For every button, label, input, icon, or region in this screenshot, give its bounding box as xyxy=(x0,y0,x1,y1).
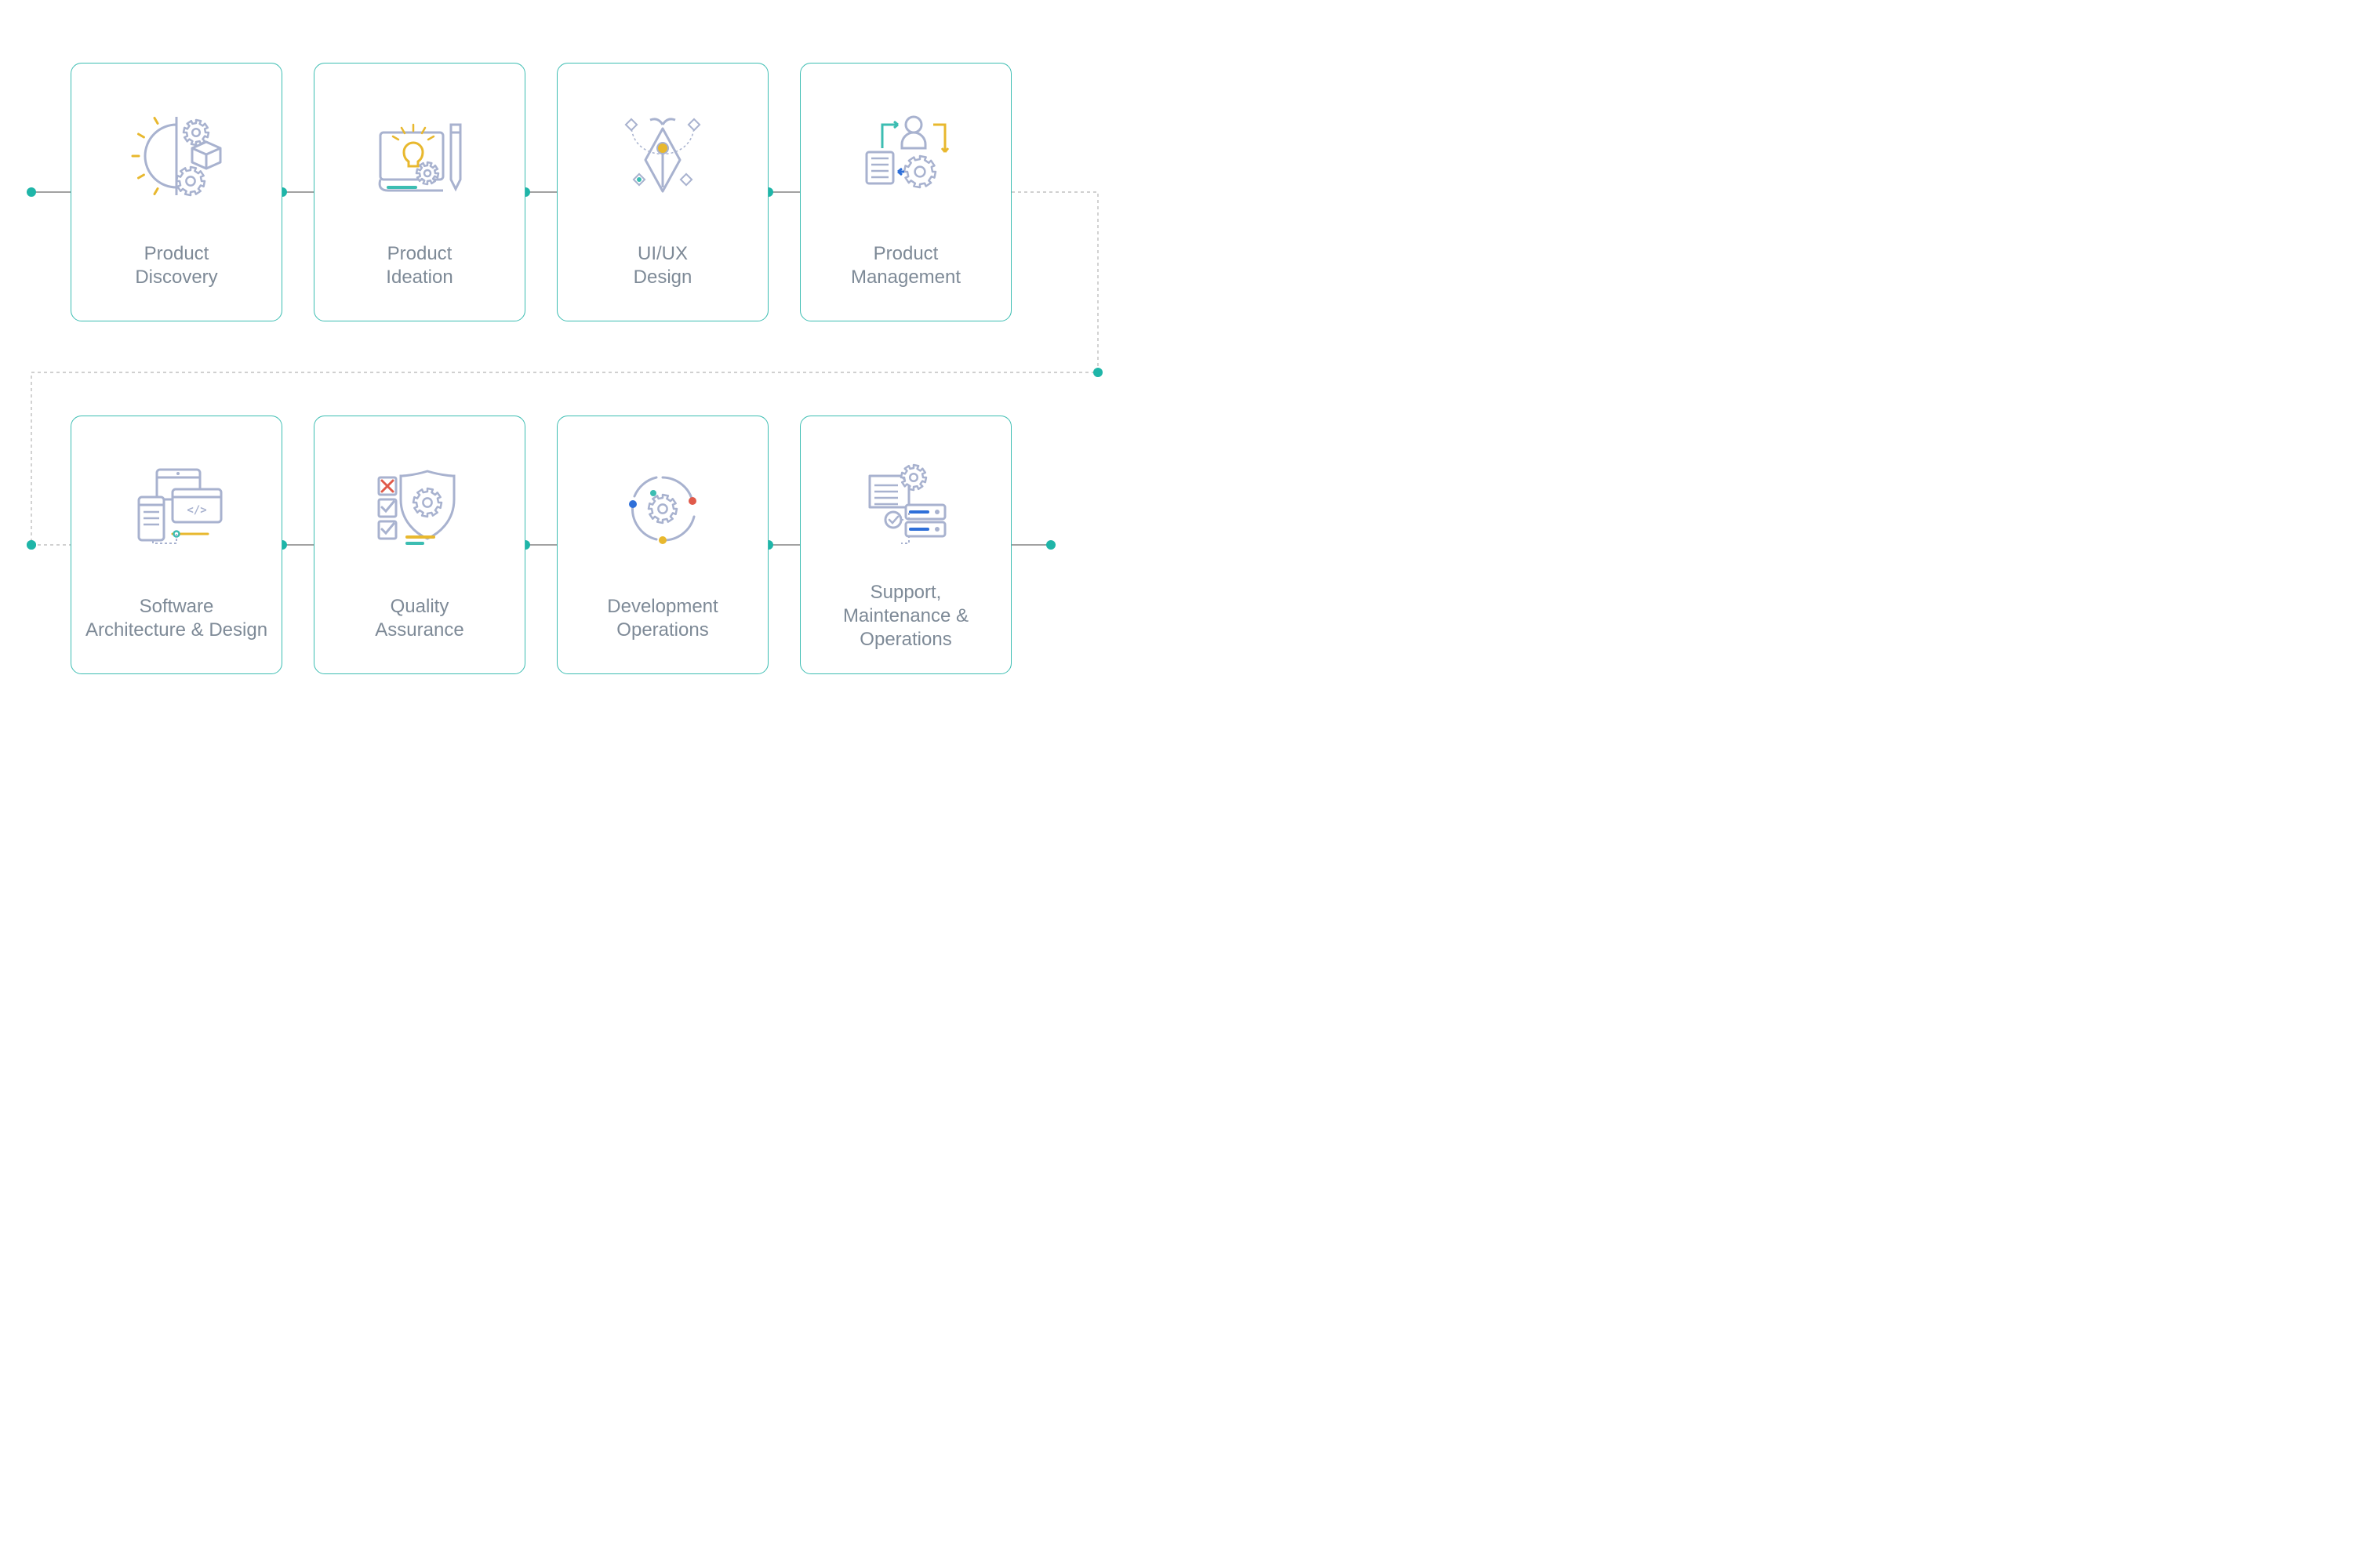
devops-icon xyxy=(616,462,710,556)
label-line: UI/UX xyxy=(638,243,688,264)
card-label: Product Discovery xyxy=(71,242,282,289)
card-label: Product Ideation xyxy=(314,242,525,289)
label-line: Software xyxy=(140,596,214,617)
label-line: Maintenance & xyxy=(843,605,969,626)
label-line: Discovery xyxy=(135,267,217,288)
card-support-maintenance: Support,Maintenance & Operations xyxy=(800,416,1012,674)
svg-text:</>: </> xyxy=(187,504,206,517)
label-line: Assurance xyxy=(375,619,463,641)
card-label: QualityAssurance xyxy=(314,595,525,642)
uiux-icon xyxy=(616,109,710,203)
card-product-discovery: Product Discovery xyxy=(71,63,282,321)
label-line: Quality xyxy=(391,596,449,617)
label-line: Design xyxy=(634,267,692,288)
card-label: DevelopmentOperations xyxy=(558,595,768,642)
label-line: Architecture & Design xyxy=(85,619,267,641)
label-line: Operations xyxy=(860,629,951,650)
label-line: Ideation xyxy=(386,267,453,288)
label-line: Product xyxy=(144,243,209,264)
architecture-icon: </> xyxy=(129,462,224,556)
qa-icon xyxy=(373,462,467,556)
card-quality-assurance: QualityAssurance xyxy=(314,416,525,674)
card-software-architecture: </> SoftwareArchitecture & Design xyxy=(71,416,282,674)
label-line: Operations xyxy=(616,619,708,641)
label-line: Development xyxy=(607,596,718,617)
label-line: Product xyxy=(874,243,939,264)
card-product-management: Product Management xyxy=(800,63,1012,321)
card-label: UI/UX Design xyxy=(558,242,768,289)
card-label: SoftwareArchitecture & Design xyxy=(71,595,282,642)
label-line: Management xyxy=(851,267,961,288)
card-label: Product Management xyxy=(801,242,1011,289)
card-development-operations: DevelopmentOperations xyxy=(557,416,769,674)
card-ui-ux-design: UI/UX Design xyxy=(557,63,769,321)
support-icon xyxy=(859,462,953,556)
card-label: Support,Maintenance & Operations xyxy=(801,581,1011,652)
card-product-ideation: Product Ideation xyxy=(314,63,525,321)
discovery-icon xyxy=(129,109,224,203)
label-line: Support, xyxy=(871,582,942,603)
ideation-icon xyxy=(373,109,467,203)
label-line: Product xyxy=(387,243,453,264)
management-icon xyxy=(859,109,953,203)
